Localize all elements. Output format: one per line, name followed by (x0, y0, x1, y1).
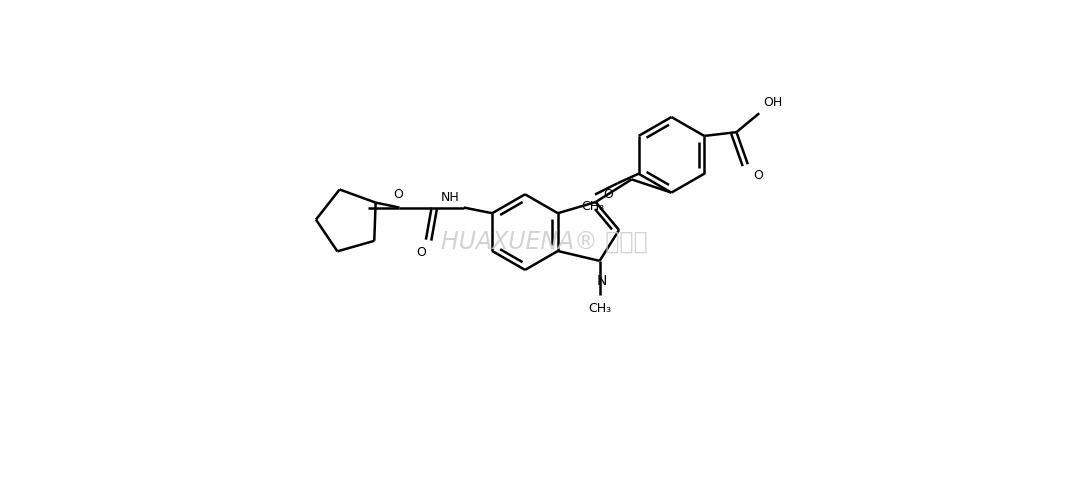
Text: CH₃: CH₃ (582, 201, 604, 214)
Text: CH₃: CH₃ (588, 302, 611, 315)
Text: O: O (393, 187, 403, 201)
Text: OH: OH (763, 96, 783, 109)
Text: NH: NH (441, 191, 460, 204)
Text: O: O (416, 245, 426, 259)
Text: O: O (752, 169, 762, 182)
Text: HUAXUENA® 化学加: HUAXUENA® 化学加 (441, 230, 648, 254)
Text: O: O (603, 188, 613, 201)
Text: N: N (597, 274, 607, 288)
